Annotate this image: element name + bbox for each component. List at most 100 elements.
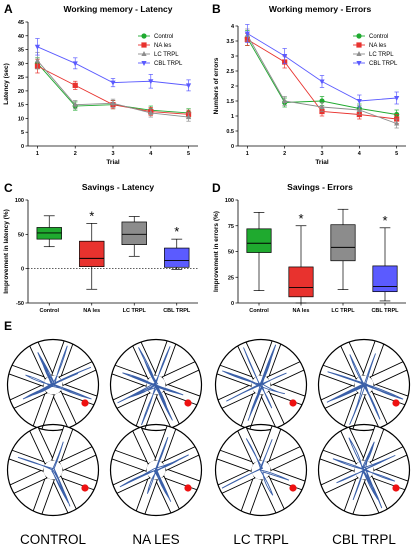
- group-label: LC TRPL: [233, 532, 289, 547]
- y-tick-label: 0: [21, 267, 24, 273]
- legend-marker: [141, 51, 147, 56]
- x-tick-label: 4: [149, 151, 153, 157]
- maze-track: [109, 423, 203, 517]
- data-point: [34, 57, 41, 63]
- maze-arms: [7, 424, 99, 516]
- y-tick-label: 100: [225, 198, 234, 204]
- x-tick-label: 3: [111, 151, 114, 157]
- data-point: [356, 99, 362, 104]
- category-label: NA les: [293, 308, 310, 314]
- legend-marker: [356, 33, 362, 39]
- legend-marker: [356, 61, 362, 66]
- data-point: [72, 101, 78, 107]
- data-point: [148, 79, 154, 85]
- panel-a-title: Working memory - Latency: [64, 4, 173, 14]
- data-point: [356, 107, 362, 112]
- y-tick-label: 25: [228, 275, 234, 281]
- box: [164, 247, 190, 268]
- x-tick-label: 5: [395, 151, 398, 157]
- maze-track: [6, 423, 100, 517]
- y-tick-label: 0.5: [226, 129, 234, 135]
- legend-label: NA les: [369, 43, 386, 49]
- maze-track: [6, 338, 100, 432]
- significance-star: *: [382, 213, 387, 228]
- data-point: [394, 120, 400, 126]
- x-axis-label: Trial: [106, 159, 120, 166]
- data-point: [319, 79, 325, 85]
- x-tick-label: 2: [283, 151, 286, 157]
- significance-star: *: [174, 224, 179, 239]
- maze-outline: [6, 423, 100, 517]
- y-tick-label: 30: [18, 61, 24, 67]
- animal-path: [17, 441, 71, 507]
- y-tick-label: 1.5: [226, 99, 234, 105]
- category-label: Control: [249, 308, 269, 314]
- y-tick-label: 25: [18, 75, 24, 81]
- x-tick-label: 2: [74, 151, 77, 157]
- legend-label: LC TRPL: [369, 52, 394, 58]
- data-point: [110, 80, 116, 86]
- group-label: CONTROL: [20, 532, 86, 547]
- maze-arms: [215, 339, 307, 431]
- x-tick-label: 5: [187, 151, 190, 157]
- y-axis-label: Latency (sec): [3, 63, 10, 105]
- group-label: NA LES: [132, 532, 179, 547]
- maze-track: [109, 338, 203, 432]
- legend-marker: [141, 42, 147, 48]
- y-tick-label: 20: [18, 89, 24, 95]
- target-dot: [392, 484, 400, 492]
- maze-arms: [7, 339, 99, 431]
- box: [121, 221, 147, 245]
- y-tick-label: 3: [231, 54, 234, 60]
- data-point: [110, 100, 116, 106]
- data-point: [282, 98, 288, 103]
- data-point: [244, 31, 250, 37]
- animal-path: [332, 437, 396, 509]
- maze-track: [317, 338, 411, 432]
- y-tick-label: 5: [21, 130, 24, 136]
- box: [372, 265, 398, 293]
- y-tick-label: 35: [18, 48, 24, 54]
- legend-marker: [356, 42, 362, 48]
- data-point: [185, 114, 192, 120]
- maze-outline: [317, 338, 411, 432]
- y-tick-label: 0: [231, 144, 234, 150]
- target-dot: [81, 399, 89, 407]
- errors-savings-boxplot: 0 25 50 75 100 Improvement in errors (%) Contr…: [213, 198, 406, 314]
- latency-savings-boxplot: -50 0 50 100 Improvement in latency (%) Contr…: [3, 198, 198, 314]
- maze-outline: [109, 338, 203, 432]
- maze-arms: [110, 339, 202, 431]
- y-tick-label: 50: [228, 250, 234, 256]
- maze-arms: [318, 424, 410, 516]
- maze-arms: [110, 424, 202, 516]
- target-dot: [81, 484, 89, 492]
- category-label: Control: [39, 308, 59, 314]
- target-dot: [184, 484, 192, 492]
- box: [330, 224, 356, 262]
- animal-path: [117, 346, 184, 426]
- panel-letter-e: E: [4, 319, 12, 333]
- group-label: CBL TRPL: [332, 532, 396, 547]
- significance-star: *: [298, 211, 303, 226]
- target-dot: [184, 399, 192, 407]
- y-tick-label: -50: [16, 301, 24, 307]
- legend-label: Control: [154, 34, 173, 40]
- y-tick-label: 40: [18, 34, 24, 40]
- data-point: [148, 109, 154, 115]
- y-axis-label: Numbers of errors: [213, 57, 220, 114]
- maze-outline: [109, 423, 203, 517]
- maze-outline: [6, 338, 100, 432]
- maze-track: [317, 423, 411, 517]
- legend-marker: [141, 33, 147, 39]
- y-tick-label: 2.5: [226, 69, 234, 75]
- data-point: [394, 96, 400, 101]
- panel-letter-b: B: [212, 2, 221, 16]
- animal-path: [221, 438, 290, 496]
- data-point: [185, 83, 192, 89]
- y-tick-label: 15: [18, 103, 24, 109]
- errors-line-chart: 0 0.5 1 1.5 2 2.5 3 3.5 4 1 2 3 4 5 Trial Numbers of er…: [213, 24, 406, 166]
- significance-star: *: [89, 208, 94, 223]
- box: [79, 240, 105, 267]
- y-tick-label: 4: [231, 24, 235, 30]
